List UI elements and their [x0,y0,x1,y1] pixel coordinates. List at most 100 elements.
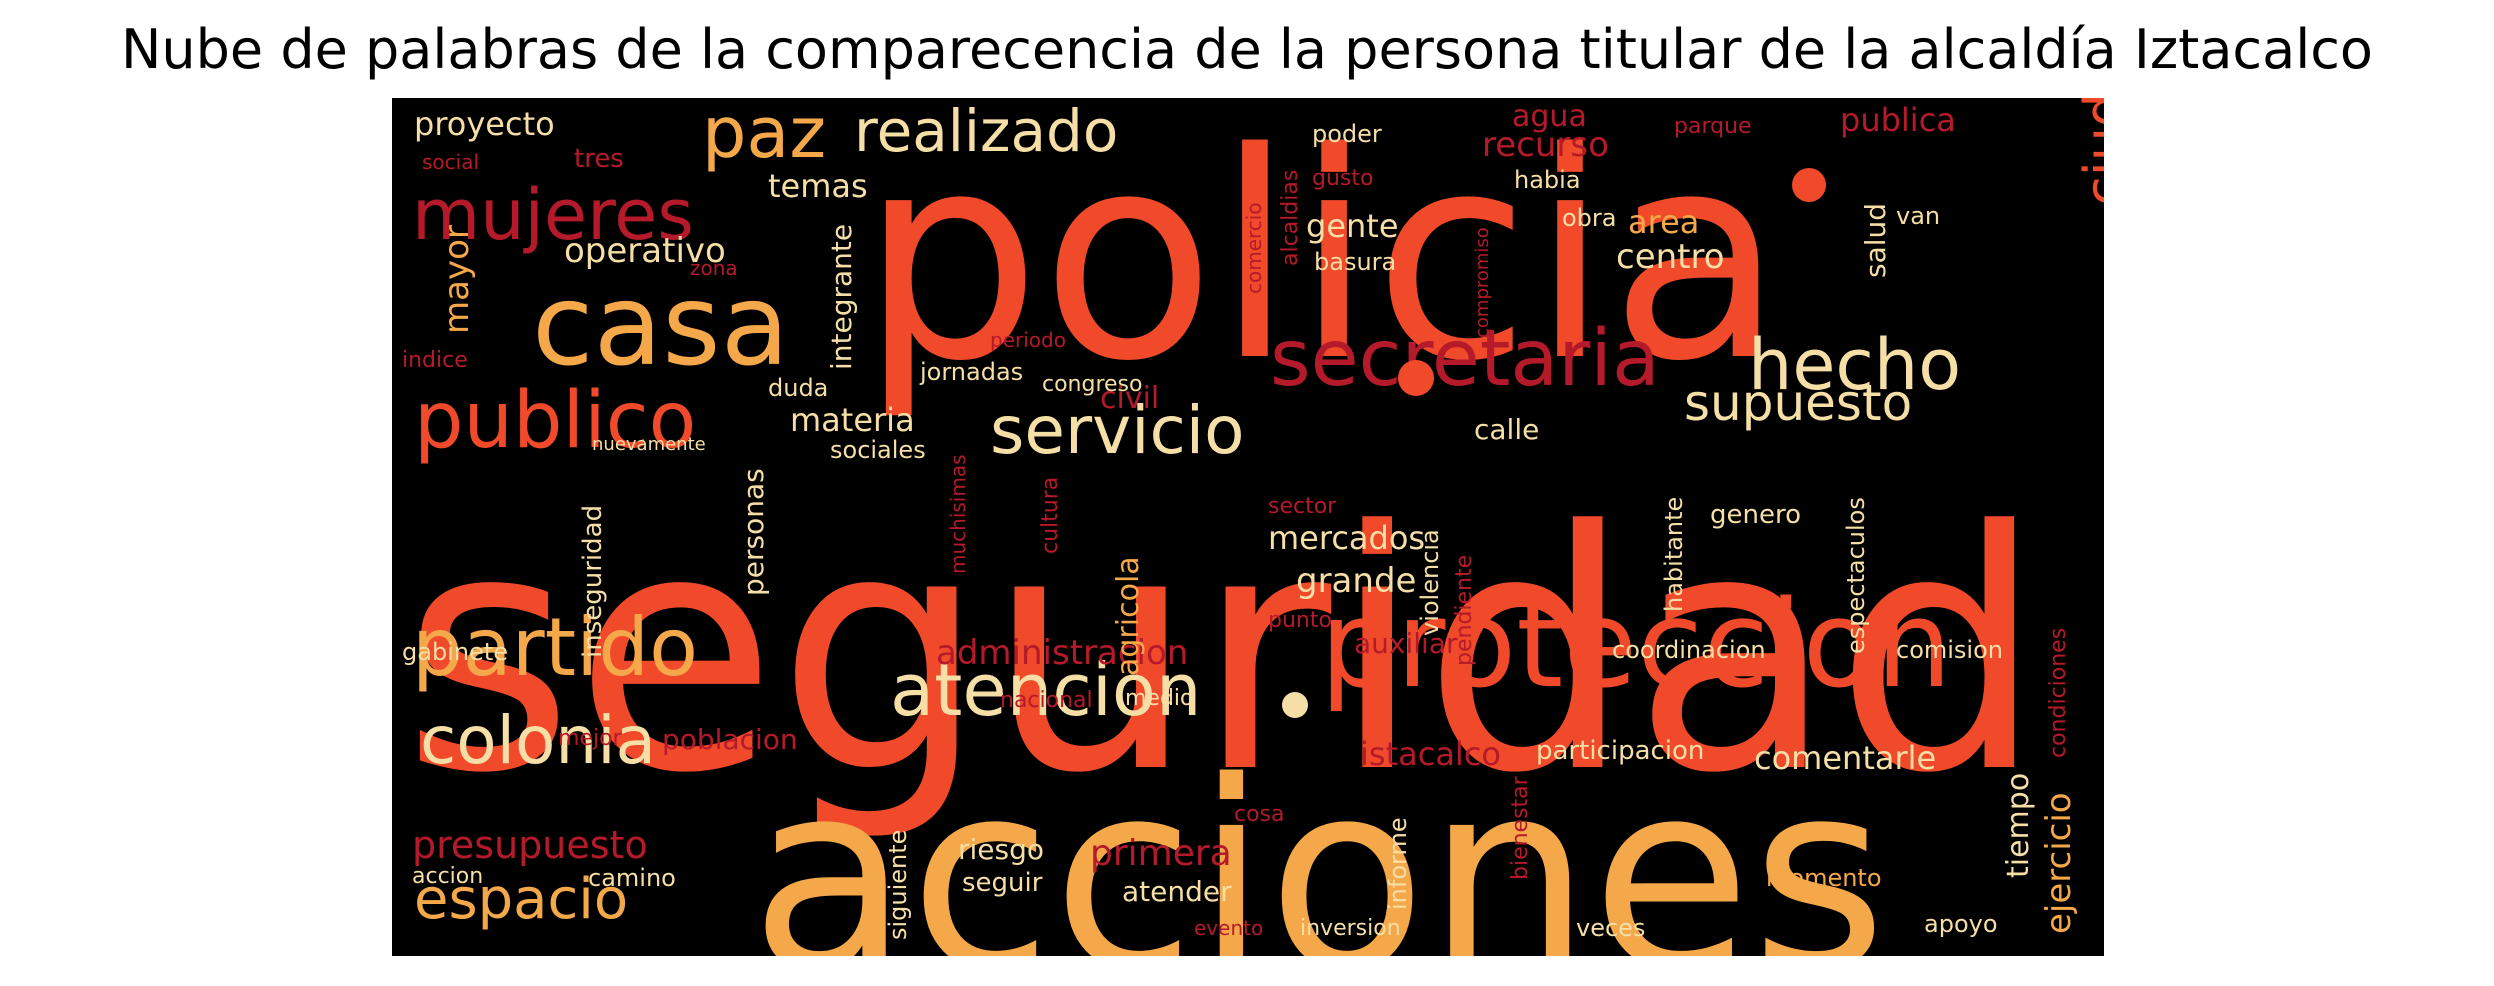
word-participacion: participacion [1536,736,1705,766]
word-centro: centro [1616,237,1725,277]
word-materia: materia [790,401,915,439]
word-colonia: colonia [420,702,656,779]
word-momento: momento [1766,864,1882,892]
word-gabinete: gabinete [402,638,508,666]
word-publica: publica [1840,101,1956,139]
word-riesgo: riesgo [958,833,1045,866]
word-auxiliar: auxiliar [1354,627,1458,660]
word-genero: genero [1710,500,1801,530]
word-punto: punto [1268,608,1332,633]
word-nacional: nacional [1000,688,1093,713]
word-atencion: atencion [890,648,1202,732]
word-mercados: mercados [1268,519,1426,557]
word-mejor: mejor [558,726,622,751]
word-civil: civil [1100,381,1160,416]
word-salud: salud [1859,202,1892,278]
word-operativo: operativo [564,231,726,271]
word-partido: partido [412,601,699,694]
word-poder: poder [1312,120,1382,148]
word-habia: habia [1514,166,1581,194]
word-comision: comision [1896,636,2003,664]
word-camino: camino [588,864,676,892]
word-espectaculos: espectaculos [1842,497,1870,654]
word-atender: atender [1122,875,1232,908]
word-mayor: mayor [437,225,477,334]
word-periodo: periodo [990,328,1066,352]
word-tres: tres [574,144,624,174]
word-sector: sector [1268,494,1337,519]
word-comentarle: comentarle [1754,739,1937,777]
word-tiempo: tiempo [2001,772,2036,878]
word-accion: accion [412,864,484,889]
word-pendiente: pendiente [1452,554,1477,666]
word-duda: duda [768,374,829,402]
decorative-dot [1398,360,1434,396]
word-poblacion: poblacion [662,723,798,756]
word-gusto: gusto [1312,166,1374,191]
word-cultura: cultura [1038,476,1063,554]
word-nuevamente: nuevamente [592,434,706,455]
word-casa: casa [532,261,790,391]
word-violencia: violencia [1416,529,1444,636]
word-cloud: seguridad policia acciones proteccion casa se… [392,98,2104,956]
word-espacio: espacio [414,867,629,932]
word-sociales: sociales [830,436,926,464]
word-publico: publico [414,376,697,466]
decorative-dot [1792,168,1826,202]
word-paz: paz [702,98,827,174]
word-ciudadania: ciudadania [2073,98,2104,206]
word-apoyo: apoyo [1924,910,1998,938]
word-bienestar: bienestar [1508,776,1533,880]
word-proyecto: proyecto [414,105,555,143]
word-calle: calle [1474,413,1540,446]
word-secretaria: secretaria [1270,314,1660,404]
word-gente: gente [1306,207,1399,245]
word-siguiente: siguiente [884,829,912,940]
word-area: area [1628,203,1700,241]
word-ejercicio: ejercicio [2039,792,2079,934]
word-recurso: recurso [1482,125,1609,165]
word-habitante: habitante [1660,496,1688,612]
word-muchisimas: muchisimas [946,454,970,574]
word-coordinacion: coordinacion [1612,636,1766,664]
word-indice: indice [402,348,468,373]
word-compromiso: compromiso [1472,227,1493,338]
word-veces: veces [1576,914,1646,942]
word-proteccion: proteccion [1320,576,1952,715]
word-policia: policia [860,98,1785,424]
word-condiciones: condiciones [2046,627,2071,758]
word-informe: informe [1384,817,1412,910]
word-realizado: realizado [854,98,1119,165]
word-inseguridad: inseguridad [578,504,608,658]
word-seguir: seguir [962,868,1043,898]
word-istacalco: istacalco [1360,735,1501,773]
word-alcaldias: alcaldias [1278,169,1303,266]
word-temas: temas [768,167,868,205]
word-zona: zona [690,256,738,280]
word-servicio: servicio [990,392,1245,469]
word-administracion: administracion [936,633,1189,673]
chart-title: Nube de palabras de la comparecencia de … [121,18,2373,81]
word-social: social [422,150,480,174]
word-agua: agua [1512,99,1587,134]
word-medio: .medio [1118,686,1194,711]
word-van: van [1896,202,1941,230]
word-obra: obra [1562,204,1617,232]
word-primera: primera [1090,833,1232,874]
word-acciones: acciones [750,727,1887,956]
word-supuesto: supuesto [1684,374,1913,432]
word-presupuesto: presupuesto [412,823,648,867]
word-evento: evento [1194,916,1264,940]
word-personas: personas [737,468,770,596]
word-cosa: cosa [1234,802,1285,827]
word-integrante: integrante [825,223,858,370]
word-grande: grande [1296,561,1417,601]
word-hecho: hecho [1748,324,1962,406]
word-congreso: congreso [1042,372,1143,397]
word-jornadas: jornadas [920,358,1024,386]
decorative-dot [1282,692,1308,718]
word-inversion: inversion [1300,916,1401,941]
word-comercio: comercio [1242,202,1266,294]
word-seguridad: seguridad [402,461,2045,845]
word-mujeres: mujeres [412,174,694,256]
